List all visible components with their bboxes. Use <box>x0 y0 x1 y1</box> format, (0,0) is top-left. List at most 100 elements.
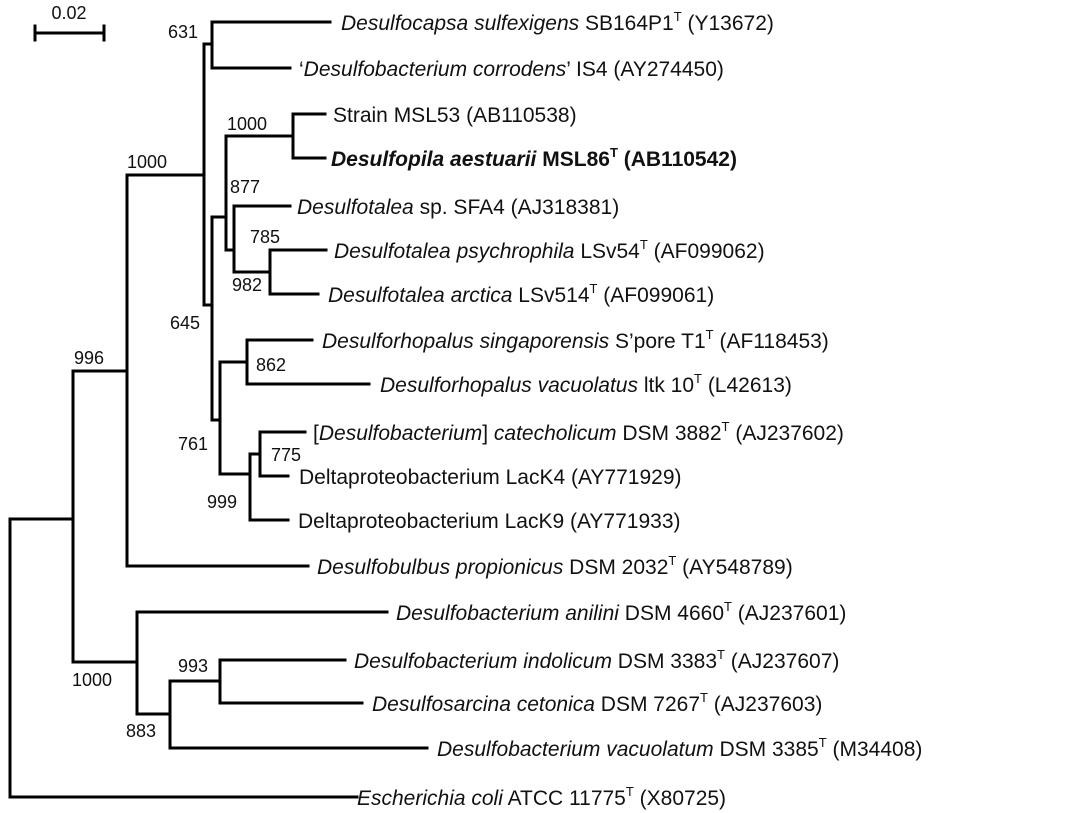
branch-node-1000-top <box>125 173 310 568</box>
label-run: LSv514 <box>512 284 589 307</box>
branch-node-775 <box>258 430 307 478</box>
bootstrap-values: 631 1000 1000 877 785 982 645 996 862 76… <box>72 22 301 741</box>
label-run: (AY548789) <box>676 556 792 579</box>
taxon-label: Desulfobacterium anilini DSM 4660T (AJ23… <box>396 599 846 625</box>
label-run: Deltaproteobacterium LacK4 (AY771929) <box>299 466 682 489</box>
label-run: Desulforhopalus vacuolatus <box>380 374 638 397</box>
branch-node-1000-low <box>135 610 389 716</box>
label-run: (M34408) <box>827 738 923 761</box>
label-run: LSv54 <box>574 240 640 263</box>
label-run: sp. SFA4 (AJ318381) <box>414 196 619 219</box>
type-strain-mark: T <box>668 553 676 568</box>
bootstrap-value: 877 <box>230 177 260 197</box>
label-run: Escherichia coli <box>357 787 504 810</box>
taxon-label: Desulfobulbus propionicus DSM 2032T (AY5… <box>317 553 793 579</box>
branch-node-883 <box>168 679 429 750</box>
label-run: DSM 3383 <box>612 650 717 673</box>
label-run: [ <box>313 422 319 445</box>
type-strain-mark: T <box>717 647 725 662</box>
taxon-label: Desulfotalea sp. SFA4 (AJ318381) <box>297 196 619 219</box>
bootstrap-value: 993 <box>178 656 208 676</box>
bootstrap-value: 775 <box>271 445 301 465</box>
label-run: Desulfobacterium <box>319 422 482 445</box>
taxon-label: Deltaproteobacterium LacK4 (AY771929) <box>299 466 682 489</box>
taxon-label: Strain MSL53 (AB110538) <box>333 104 577 127</box>
type-strain-mark: T <box>590 281 598 296</box>
bootstrap-value: 999 <box>207 492 237 512</box>
branch-node-996 <box>71 369 139 664</box>
type-strain-mark: T <box>706 327 714 342</box>
type-strain-mark: T <box>694 371 702 386</box>
label-run: (AJ237607) <box>725 650 839 673</box>
type-strain-mark: T <box>724 599 732 614</box>
taxon-label: ‘Desulfobacterium corrodens’ IS4 (AY2744… <box>299 58 724 81</box>
label-run: Desulfobacterium indolicum <box>354 650 612 673</box>
label-run: Strain MSL53 (AB110538) <box>333 104 577 127</box>
branch-node-999-stem <box>218 360 252 476</box>
taxon-label: Desulfobacterium indolicum DSM 3383T (AJ… <box>354 647 839 673</box>
type-strain-mark: T <box>626 784 634 799</box>
label-run: Desulfobacterium vacuolatum <box>437 738 714 761</box>
label-run: Desulfobacterium anilini <box>396 602 620 625</box>
label-run: (AJ237603) <box>708 693 822 716</box>
taxon-label: Desulforhopalus vacuolatus ltk 10T (L426… <box>380 371 792 397</box>
label-run: (Y13672) <box>682 12 774 35</box>
label-run: Desulfocapsa sulfexigens <box>341 12 580 35</box>
label-run: (AF099061) <box>597 284 714 307</box>
bootstrap-value: 785 <box>250 227 280 247</box>
bootstrap-value: 883 <box>126 721 156 741</box>
branch-node-999 <box>248 452 290 522</box>
label-run: ‘ <box>299 58 304 81</box>
label-run: Desulfobacterium corrodens <box>304 58 567 81</box>
label-run: ATCC 11775 <box>503 787 626 810</box>
taxon-label: Desulfobacterium vacuolatum DSM 3385T (M… <box>437 735 922 761</box>
bootstrap-value: 1000 <box>227 114 267 134</box>
label-run: (AJ237602) <box>730 422 844 445</box>
type-strain-mark: T <box>640 237 648 252</box>
label-run: DSM 4660 <box>619 602 724 625</box>
taxon-label: Desulfosarcina cetonica DSM 7267T (AJ237… <box>372 690 822 716</box>
branch-node-982 <box>268 248 328 296</box>
taxon-label: [Desulfobacterium] catecholicum DSM 3882… <box>313 419 844 445</box>
label-run: (AF099062) <box>648 240 765 263</box>
branch-node-645 <box>202 42 214 307</box>
label-run: Desulfotalea <box>297 196 414 219</box>
branch-node-785 <box>232 204 292 274</box>
label-run: Deltaproteobacterium LacK9 (AY771933) <box>298 510 681 533</box>
branch-node-993 <box>218 658 364 705</box>
branch-node-1000-msl <box>291 112 327 160</box>
bootstrap-value: 645 <box>170 313 200 333</box>
bootstrap-value: 996 <box>74 348 104 368</box>
label-run: (L42613) <box>702 374 792 397</box>
label-run: DSM 2032 <box>563 556 668 579</box>
label-run: (AB110542) <box>618 148 737 171</box>
label-run: SB164P1 <box>579 12 674 35</box>
label-run: DSM 3385 <box>714 738 819 761</box>
branch-node-761 <box>210 215 228 422</box>
taxon-labels: Desulfocapsa sulfexigens SB164P1T (Y1367… <box>297 9 922 810</box>
taxon-label: Desulfotalea psychrophila LSv54T (AF0990… <box>334 237 765 263</box>
bootstrap-value: 1000 <box>72 670 112 690</box>
bootstrap-value: 862 <box>256 355 286 375</box>
label-run: MSL86 <box>536 148 610 171</box>
label-run: Desulfopila aestuarii <box>331 148 538 171</box>
branch-node-631 <box>210 20 332 70</box>
taxon-label: Deltaproteobacterium LacK9 (AY771933) <box>298 510 681 533</box>
type-strain-mark: T <box>819 735 827 750</box>
bootstrap-value: 1000 <box>127 152 167 172</box>
type-strain-mark: T <box>610 145 618 160</box>
label-run: Desulfosarcina cetonica <box>372 693 595 716</box>
taxon-label: Desulfopila aestuarii MSL86T (AB110542) <box>331 145 737 171</box>
label-run: (X80725) <box>634 787 726 810</box>
type-strain-mark: T <box>674 9 682 24</box>
taxon-label: Escherichia coli ATCC 11775T (X80725) <box>357 784 726 810</box>
scale-bar-label: 0.02 <box>51 3 86 23</box>
tree-branches <box>8 20 429 799</box>
label-run: Desulfobulbus propionicus <box>317 556 564 579</box>
label-run: (AJ237601) <box>732 602 846 625</box>
label-run: S’pore T1 <box>609 330 706 353</box>
taxon-label: Desulfocapsa sulfexigens SB164P1T (Y1367… <box>341 9 774 35</box>
label-run: DSM 7267 <box>595 693 700 716</box>
label-run: ’ IS4 (AY274450) <box>566 58 724 81</box>
